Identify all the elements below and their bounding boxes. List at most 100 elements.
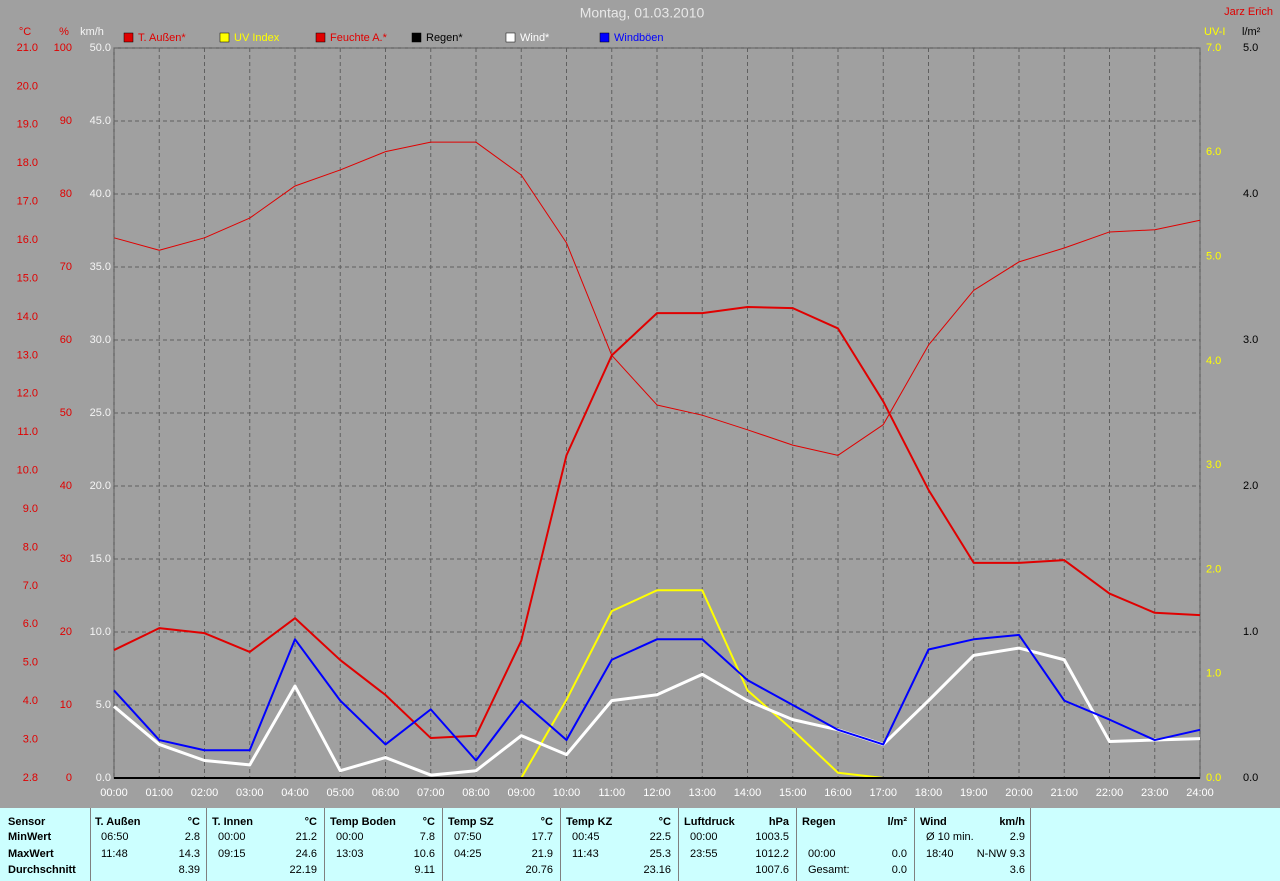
x-tick-label: 08:00 <box>462 787 490 799</box>
y-tick-label: 30 <box>60 553 72 565</box>
legend-label: Regen* <box>426 32 463 44</box>
cell-time: Gesamt: <box>808 864 850 876</box>
cell-value: 25.3 <box>649 848 671 860</box>
cell-time: 09:15 <box>218 848 246 860</box>
cell-time: 00:00 <box>218 831 246 843</box>
cell-value: 20.76 <box>525 864 553 876</box>
x-tick-label: 10:00 <box>553 787 581 799</box>
y-tick-label: 70 <box>60 261 72 273</box>
y-tick-label: 3.0 <box>1243 334 1258 346</box>
y-tick-label: 13.0 <box>17 349 38 361</box>
stats-table: Sensor MinWert MaxWert Durchschnitt T. Außen… <box>0 808 1280 881</box>
row-label: Durchschnitt <box>8 864 76 876</box>
cell-value: 10.6 <box>413 848 435 860</box>
y-tick-label: 10.0 <box>17 465 38 477</box>
block-title: Luftdruck <box>684 816 735 828</box>
x-tick-label: 11:00 <box>598 787 625 799</box>
legend-swatch <box>315 32 326 43</box>
x-tick-label: 06:00 <box>372 787 400 799</box>
row-label: MinWert <box>8 831 52 843</box>
divider <box>678 808 679 881</box>
legend-swatch <box>505 32 516 43</box>
axis-unit: UV-I <box>1204 26 1225 38</box>
cell-time: 11:43 <box>572 848 599 860</box>
y-tick-label: 3.0 <box>23 733 38 745</box>
y-tick-label: 2.8 <box>23 772 38 784</box>
cell-value: N-NW 9.3 <box>976 848 1025 860</box>
y-tick-label: 3.0 <box>1206 459 1221 471</box>
row-label: MaxWert <box>8 848 54 860</box>
legend-label: Wind* <box>520 32 550 44</box>
y-tick-label: 20 <box>60 626 72 638</box>
series-line <box>113 141 1201 456</box>
cell-value: 7.8 <box>419 831 435 843</box>
y-tick-label: 100 <box>54 42 72 54</box>
y-tick-label: 6.0 <box>1206 146 1221 158</box>
cell-time: 06:50 <box>101 831 129 843</box>
cell-time: 00:00 <box>690 831 718 843</box>
y-tick-label: 35.0 <box>90 261 111 273</box>
cell-time: 07:50 <box>454 831 482 843</box>
y-tick-label: 0.0 <box>1243 772 1258 784</box>
y-tick-label: 17.0 <box>17 196 38 208</box>
y-tick-label: 40 <box>60 480 72 492</box>
x-tick-label: 17:00 <box>869 787 897 799</box>
cell-time: 13:03 <box>336 848 364 860</box>
legend-swatch <box>123 32 134 43</box>
x-tick-label: 18:00 <box>915 787 943 799</box>
x-tick-label: 00:00 <box>100 787 128 799</box>
y-tick-label: 14.0 <box>17 311 38 323</box>
y-tick-label: 0.0 <box>96 772 111 784</box>
y-tick-label: 15.0 <box>17 272 38 284</box>
x-tick-label: 19:00 <box>960 787 988 799</box>
legend-label: Windböen <box>614 32 664 44</box>
cell-value: 8.39 <box>178 864 200 876</box>
legend-label: Feuchte A.* <box>330 32 388 44</box>
divider <box>206 808 207 881</box>
y-tick-label: 7.0 <box>23 580 38 592</box>
y-tick-label: 1.0 <box>1243 626 1258 638</box>
cell-value: 1007.6 <box>755 864 789 876</box>
cell-time: 11:48 <box>101 848 128 860</box>
x-tick-label: 14:00 <box>734 787 762 799</box>
chart: Montag, 01.03.2010 Jarz Erich °C 3.0 4.0 5.… <box>17 5 1273 799</box>
block-unit: °C <box>304 816 317 828</box>
cell-value: 21.2 <box>295 831 317 843</box>
block-unit: °C <box>658 816 671 828</box>
cell-time: Ø 10 min. <box>926 831 974 843</box>
x-tick-label: 23:00 <box>1141 787 1169 799</box>
cell-time: 23:55 <box>690 848 718 860</box>
cell-value: 0.0 <box>891 848 907 860</box>
y-tick-label: 60 <box>60 334 72 346</box>
series-line <box>113 646 1201 777</box>
cell-value: 14.3 <box>178 848 200 860</box>
y-tick-label: 40.0 <box>90 188 111 200</box>
y-tick-label: 6.0 <box>23 618 38 630</box>
y-tick-label: 5.0 <box>1243 42 1258 54</box>
divider <box>324 808 325 881</box>
x-tick-label: 04:00 <box>281 787 309 799</box>
cell-value: 21.9 <box>531 848 553 860</box>
y-tick-label: 2.0 <box>1243 480 1258 492</box>
block-title: T. Außen <box>95 816 141 828</box>
cell-time: 00:45 <box>572 831 600 843</box>
block-title: Wind <box>920 816 947 828</box>
block-unit: °C <box>187 816 200 828</box>
cell-value: 0.0 <box>891 864 907 876</box>
y-tick-label: 10 <box>60 699 72 711</box>
cell-value: 17.7 <box>531 831 553 843</box>
y-tick-label: 7.0 <box>1206 42 1221 54</box>
cell-value: 2.8 <box>184 831 200 843</box>
cell-value: 22.19 <box>289 864 317 876</box>
y-tick-label: 18.0 <box>17 157 38 169</box>
cell-time: 00:00 <box>336 831 364 843</box>
y-tick-label: 50 <box>60 407 72 419</box>
y-tick-label: 0 <box>66 772 72 784</box>
legend-label: T. Außen* <box>138 32 186 44</box>
y-tick-label: 5.0 <box>23 657 38 669</box>
x-tick-label: 03:00 <box>236 787 264 799</box>
block-title: Temp KZ <box>566 816 613 828</box>
author: Jarz Erich <box>1224 6 1273 18</box>
divider <box>90 808 91 881</box>
cell-time: 04:25 <box>454 848 482 860</box>
